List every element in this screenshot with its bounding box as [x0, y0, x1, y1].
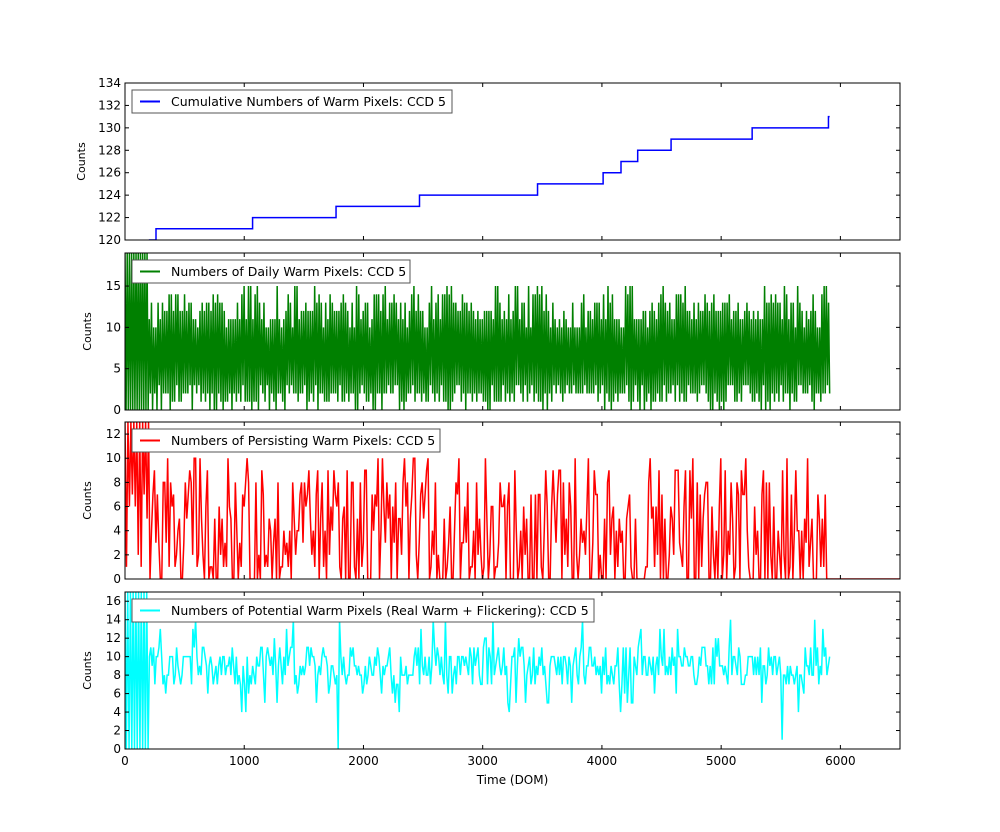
series-line	[125, 253, 831, 410]
x-tick-label: 6000	[825, 754, 856, 768]
legend-box	[131, 89, 453, 114]
y-tick-label: 130	[98, 121, 121, 135]
series-line	[125, 592, 831, 749]
y-tick-label: 10	[106, 650, 121, 664]
panel-4: 0 2 4 6 8 10 12 14 16 0 1000 2000 3000 4000 5000 6000 Co…	[81, 591, 901, 787]
y-tick-label: 6	[113, 500, 121, 514]
legend-box	[131, 428, 441, 453]
x-tick-label: 2000	[348, 754, 379, 768]
legend: Numbers of Potential Warm Pixels (Real W…	[131, 598, 595, 623]
y-axis-label: Counts	[81, 651, 94, 690]
y-tick-label: 124	[98, 188, 121, 202]
axes-frame	[124, 82, 901, 241]
y-tick-label: 14	[106, 613, 121, 627]
legend-label: Numbers of Daily Warm Pixels: CCD 5	[171, 264, 406, 279]
y-tick-label: 0	[113, 742, 121, 756]
panel-3: 0 2 4 6 8 10 12 Counts Numbers of Persisting War…	[81, 421, 901, 586]
y-tick-label: 5	[113, 362, 121, 376]
y-tick-label: 12	[106, 631, 121, 645]
axes-frame	[124, 591, 901, 750]
y-tick-label: 128	[98, 143, 121, 157]
y-tick-label: 2	[113, 548, 121, 562]
y-tick-label: 132	[98, 98, 121, 112]
panel-1: 120 122 124 126 128 130 132 134 Counts Cumulative…	[75, 76, 901, 247]
x-tick-label: 5000	[706, 754, 737, 768]
y-tick-label: 0	[113, 572, 121, 586]
legend-label: Numbers of Potential Warm Pixels (Real W…	[171, 603, 589, 618]
axes-frame	[124, 252, 901, 411]
y-axis-label: Counts	[75, 142, 88, 181]
x-tick-label: 1000	[229, 754, 260, 768]
legend: Cumulative Numbers of Warm Pixels: CCD 5	[131, 89, 453, 114]
y-tick-label: 120	[98, 233, 121, 247]
y-tick-label: 8	[113, 475, 121, 489]
series-line	[148, 115, 830, 240]
x-tick-label: 0	[121, 754, 129, 768]
y-tick-label: 8	[113, 668, 121, 682]
panel-2: 0 5 10 15 Counts Numbers of Daily Warm Pixels…	[81, 252, 901, 417]
legend-label: Cumulative Numbers of Warm Pixels: CCD 5	[171, 94, 446, 109]
y-tick-label: 10	[106, 320, 121, 334]
y-tick-label: 15	[106, 279, 121, 293]
y-tick-label: 122	[98, 211, 121, 225]
legend: Numbers of Persisting Warm Pixels: CCD 5	[131, 428, 441, 453]
y-tick-label: 4	[113, 705, 121, 719]
y-tick-label: 2	[113, 724, 121, 738]
x-tick-label: 3000	[467, 754, 498, 768]
y-tick-label: 10	[106, 451, 121, 465]
y-tick-label: 12	[106, 427, 121, 441]
y-axis-label: Counts	[81, 312, 94, 351]
axes-frame	[124, 421, 901, 580]
y-tick-label: 4	[113, 524, 121, 538]
y-tick-label: 134	[98, 76, 121, 90]
y-tick-label: 126	[98, 166, 121, 180]
x-tick-label: 4000	[587, 754, 618, 768]
legend-box	[131, 598, 595, 623]
y-tick-label: 16	[106, 594, 121, 608]
legend-box	[131, 259, 411, 284]
y-tick-label: 0	[113, 403, 121, 417]
legend-label: Numbers of Persisting Warm Pixels: CCD 5	[171, 433, 435, 448]
legend: Numbers of Daily Warm Pixels: CCD 5	[131, 259, 411, 284]
x-axis-label: Time (DOM)	[476, 773, 549, 787]
y-tick-label: 6	[113, 687, 121, 701]
series-line	[125, 422, 900, 579]
y-axis-label: Counts	[81, 481, 94, 520]
